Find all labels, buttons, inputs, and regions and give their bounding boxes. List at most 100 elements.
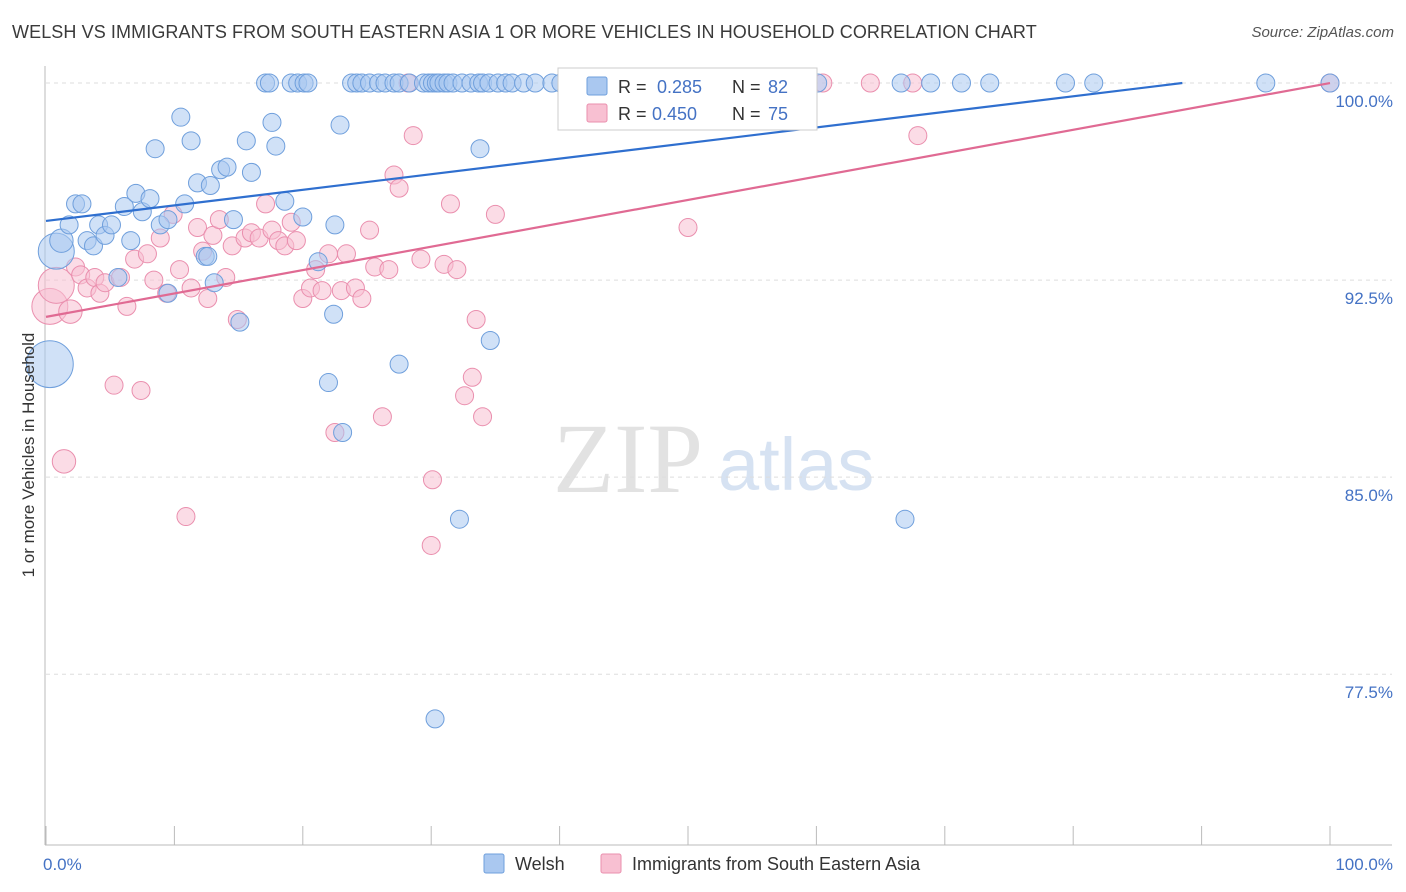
point-welsh (1256, 73, 1276, 93)
series-welsh-points (25, 73, 1340, 729)
point-immigrants (131, 380, 151, 400)
point-welsh (145, 139, 165, 159)
y-tick-labels: 100.0% 92.5% 85.0% 77.5% (1335, 92, 1393, 702)
point-immigrants (462, 367, 482, 387)
y-axis-label: 1 or more Vehicles in Household (19, 333, 38, 578)
point-welsh (980, 73, 1000, 93)
stats-welsh-r-label: R = (618, 77, 647, 97)
x-tick-labels: 0.0% 100.0% (43, 855, 1393, 874)
point-welsh (325, 215, 345, 235)
point-welsh (921, 73, 941, 93)
stats-immigrants-n-label: N = (732, 104, 761, 124)
point-welsh (891, 73, 911, 93)
point-immigrants (176, 507, 196, 527)
x-tick-label: 0.0% (43, 855, 82, 874)
point-welsh (108, 267, 128, 287)
point-welsh (324, 304, 344, 324)
point-immigrants (379, 260, 399, 280)
point-welsh (275, 191, 295, 211)
point-immigrants (908, 126, 928, 146)
stats-swatch-immigrants (586, 103, 608, 123)
point-welsh (121, 231, 141, 251)
point-immigrants (170, 260, 190, 280)
stats-welsh-r-value: 0.285 (657, 77, 702, 97)
point-immigrants (440, 194, 460, 214)
point-welsh (200, 175, 220, 195)
point-immigrants (181, 278, 201, 298)
point-welsh (101, 215, 121, 235)
legend-swatch-immigrants[interactable] (600, 853, 622, 874)
point-welsh (158, 210, 178, 230)
legend-swatch-welsh[interactable] (483, 853, 505, 874)
point-immigrants (678, 218, 698, 238)
point-welsh (171, 107, 191, 127)
point-immigrants (286, 231, 306, 251)
point-immigrants (389, 178, 409, 198)
watermark: ZIP atlas (553, 403, 874, 514)
point-welsh (480, 331, 500, 351)
y-tick-label: 85.0% (1345, 486, 1393, 505)
legend-label-immigrants[interactable]: Immigrants from South Eastern Asia (632, 854, 921, 874)
point-welsh (25, 340, 74, 389)
stats-welsh-n-value: 82 (768, 77, 788, 97)
legend-label-welsh[interactable]: Welsh (515, 854, 565, 874)
chart-title: WELSH VS IMMIGRANTS FROM SOUTH EASTERN A… (12, 22, 1037, 42)
point-welsh (951, 73, 971, 93)
point-immigrants (447, 260, 467, 280)
trend-line-welsh (45, 81, 1183, 223)
point-immigrants (455, 386, 475, 406)
point-immigrants (312, 281, 332, 301)
stats-immigrants-r-value: 0.450 (652, 104, 697, 124)
point-immigrants (466, 309, 486, 329)
stats-legend: R = 0.285 N = 82 R = 0.450 N = 75 (557, 67, 818, 131)
bottom-legend: Welsh Immigrants from South Eastern Asia (483, 853, 921, 874)
y-tick-label: 92.5% (1345, 289, 1393, 308)
point-immigrants (188, 218, 208, 238)
point-welsh (266, 136, 286, 156)
point-welsh (298, 73, 318, 93)
point-welsh (333, 422, 353, 442)
point-welsh (425, 709, 445, 729)
point-immigrants (421, 535, 441, 555)
point-immigrants (137, 244, 157, 264)
stats-swatch-welsh (586, 76, 608, 96)
point-welsh (470, 139, 490, 159)
point-welsh (230, 312, 250, 332)
point-welsh (59, 215, 79, 235)
point-immigrants (403, 126, 423, 146)
point-immigrants (144, 270, 164, 290)
point-immigrants (352, 288, 372, 308)
point-welsh (449, 509, 469, 529)
point-immigrants (372, 407, 392, 427)
point-welsh (525, 73, 545, 93)
stats-welsh-n-label: N = (732, 77, 761, 97)
point-immigrants (360, 220, 380, 240)
point-immigrants (411, 249, 431, 269)
point-immigrants (51, 449, 77, 474)
point-welsh (223, 210, 243, 230)
point-immigrants (860, 73, 880, 93)
point-immigrants (256, 194, 276, 214)
chart-source: Source: ZipAtlas.com (1251, 24, 1394, 41)
point-welsh (72, 194, 92, 214)
point-welsh (330, 115, 350, 135)
point-welsh (140, 189, 160, 209)
point-welsh (217, 157, 237, 177)
point-immigrants (422, 470, 442, 490)
trend-line-immigrants (45, 81, 1331, 318)
y-tick-label: 100.0% (1335, 92, 1393, 111)
watermark-zip: ZIP (553, 403, 703, 514)
axes (44, 66, 1392, 846)
point-welsh (259, 73, 279, 93)
point-welsh (181, 131, 201, 151)
point-welsh (204, 273, 224, 293)
x-tick-label: 100.0% (1335, 855, 1393, 874)
point-welsh (198, 246, 218, 266)
watermark-atlas: atlas (718, 423, 874, 506)
point-immigrants (485, 204, 505, 224)
y-tick-label: 77.5% (1345, 683, 1393, 702)
point-immigrants (104, 375, 124, 395)
point-welsh (262, 112, 282, 132)
point-welsh (895, 509, 915, 529)
